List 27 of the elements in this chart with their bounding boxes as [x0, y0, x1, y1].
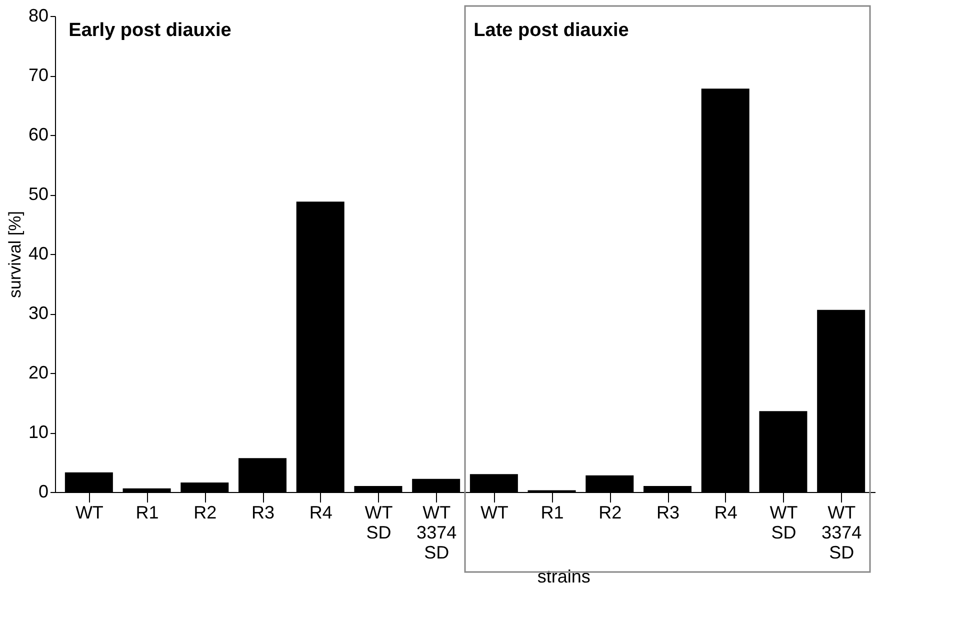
x-tick-label: R1 — [540, 502, 564, 522]
y-tick-label: 0 — [38, 482, 48, 502]
y-tick-label: 30 — [28, 303, 48, 323]
x-tick-label: R3 — [656, 502, 680, 522]
x-tick-label: WT SD — [364, 502, 393, 542]
x-tick-label: WT 3374 SD — [822, 502, 862, 562]
y-axis-title: survival [%] — [5, 211, 24, 298]
x-tick-label: WT SD — [770, 502, 798, 542]
x-tick-label: WT — [75, 502, 104, 522]
y-tick-label: 50 — [28, 184, 48, 204]
y-tick-label: 20 — [28, 362, 48, 382]
x-tick-label: R3 — [251, 502, 275, 522]
x-tick-label: R2 — [194, 502, 217, 522]
y-tick-label: 60 — [28, 124, 48, 144]
annotation: Early post diauxie — [68, 20, 232, 41]
y-tick-label: 40 — [28, 244, 48, 264]
x-tick-label: WT — [480, 502, 508, 522]
y-tick-label: 70 — [28, 65, 48, 85]
x-tick-label: R1 — [136, 502, 159, 522]
x-tick-label: R4 — [309, 502, 332, 522]
x-tick-label: R2 — [598, 502, 622, 522]
x-tick-label: WT 3374 SD — [416, 502, 457, 562]
annotation: Late post diauxie — [474, 20, 629, 41]
y-tick-label: 80 — [28, 6, 48, 26]
x-axis-title: strains — [537, 566, 590, 586]
x-tick-label: R4 — [714, 502, 738, 522]
y-tick-label: 10 — [28, 422, 48, 442]
